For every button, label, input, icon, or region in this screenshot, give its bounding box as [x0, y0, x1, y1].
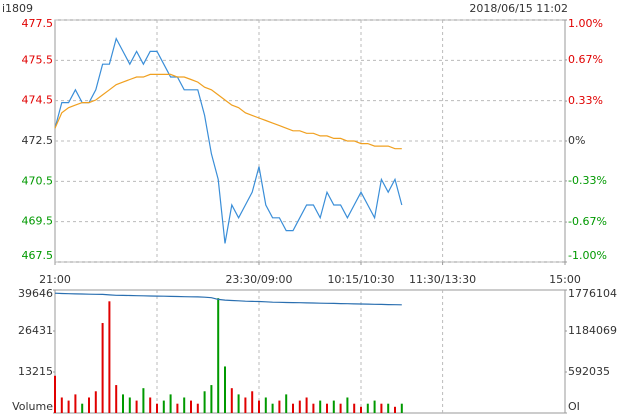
y-tick-label: 469.5 [22, 215, 54, 228]
volume-bar [88, 397, 90, 413]
volume-bar [122, 394, 124, 413]
y2-tick-label: -1.00% [568, 249, 607, 262]
volume-bar [149, 397, 152, 413]
plot-frame [54, 289, 566, 414]
volume-bar [203, 391, 206, 413]
volume-bar [156, 403, 158, 413]
volume-bar [101, 323, 104, 413]
volume-bar [380, 403, 383, 413]
volume-bar [305, 397, 308, 413]
volume-bar [81, 403, 84, 413]
x-tick-label: 10:15/10:30 [327, 273, 394, 286]
y2-tick-label: 0% [568, 134, 585, 147]
volume-bar [237, 394, 240, 413]
volume-bar [339, 403, 342, 413]
oi-line [54, 292, 402, 306]
volume-bar [162, 400, 165, 413]
y2-tick-label: 0.33% [568, 94, 603, 107]
y-tick-label: 470.5 [22, 174, 54, 187]
y-tick-label: 472.5 [22, 134, 54, 147]
volume-bar [135, 400, 138, 413]
x-tick-label: 21:00 [39, 273, 71, 286]
y-tick-label: 475.5 [22, 53, 54, 66]
price-line [54, 36, 403, 244]
volume-bar [366, 403, 369, 413]
volume-bar [251, 391, 254, 413]
volume-bar [115, 385, 118, 413]
volume-bar [230, 388, 233, 413]
chart-title: i1809 [2, 2, 33, 15]
y-tick-label: 39646 [18, 287, 53, 300]
volume-bar [264, 397, 267, 413]
volume-bar [244, 397, 247, 413]
volume-bar [128, 397, 131, 413]
volume-bar [332, 400, 335, 413]
y2-tick-label: OI [568, 400, 580, 413]
volume-bar [183, 397, 186, 413]
y2-tick-label: 0.67% [568, 53, 603, 66]
chart-subtitle: 2018/06/15 11:02 [469, 2, 568, 15]
x-tick-label: 11:30/13:30 [409, 273, 476, 286]
volume-bar [360, 406, 362, 413]
volume-bar [353, 403, 356, 413]
volume-bar [373, 400, 376, 413]
volume-bar [190, 400, 192, 413]
y2-tick-label: 1.00% [568, 17, 603, 30]
volume-bar [285, 394, 288, 413]
y2-tick-label: 1184069 [568, 324, 617, 337]
volume-bar [176, 403, 179, 413]
volume-bar [217, 298, 220, 413]
y-tick-label: Volume [12, 400, 53, 413]
volume-bar [312, 403, 315, 413]
volume-bar [142, 388, 145, 413]
volume-bar [196, 403, 199, 413]
volume-bar [60, 397, 63, 413]
volume-bar [326, 403, 328, 413]
volume-bar [278, 400, 281, 413]
volume-bar [292, 403, 294, 413]
volume-bar [169, 394, 172, 413]
x-tick-label: 23:30/09:00 [225, 273, 292, 286]
volume-bar [67, 400, 70, 413]
volume-bar [400, 403, 403, 413]
y-tick-label: 467.5 [22, 249, 54, 262]
y-tick-label: 13215 [18, 365, 53, 378]
y2-tick-label: -0.33% [568, 174, 607, 187]
volume-bar [74, 394, 77, 413]
y2-tick-label: -0.67% [568, 215, 607, 228]
volume-bar [346, 397, 349, 413]
volume-bar [319, 400, 322, 413]
volume-bar [394, 406, 396, 413]
volume-bar [387, 403, 390, 413]
y-tick-label: 477.5 [22, 17, 54, 30]
volume-bar [54, 375, 56, 413]
volume-bar [224, 366, 226, 413]
volume-bar [298, 400, 301, 413]
y2-tick-label: 592035 [568, 365, 610, 378]
volume-bar [271, 403, 274, 413]
volume-bar [258, 400, 260, 413]
volume-bar [108, 301, 111, 413]
y-tick-label: 26431 [18, 324, 53, 337]
volume-bar [210, 385, 213, 413]
volume-bar [94, 391, 97, 413]
y-tick-label: 474.5 [22, 94, 54, 107]
price-line [54, 73, 402, 150]
y2-tick-label: 1776104 [568, 287, 617, 300]
x-tick-label: 15:00 [549, 273, 581, 286]
